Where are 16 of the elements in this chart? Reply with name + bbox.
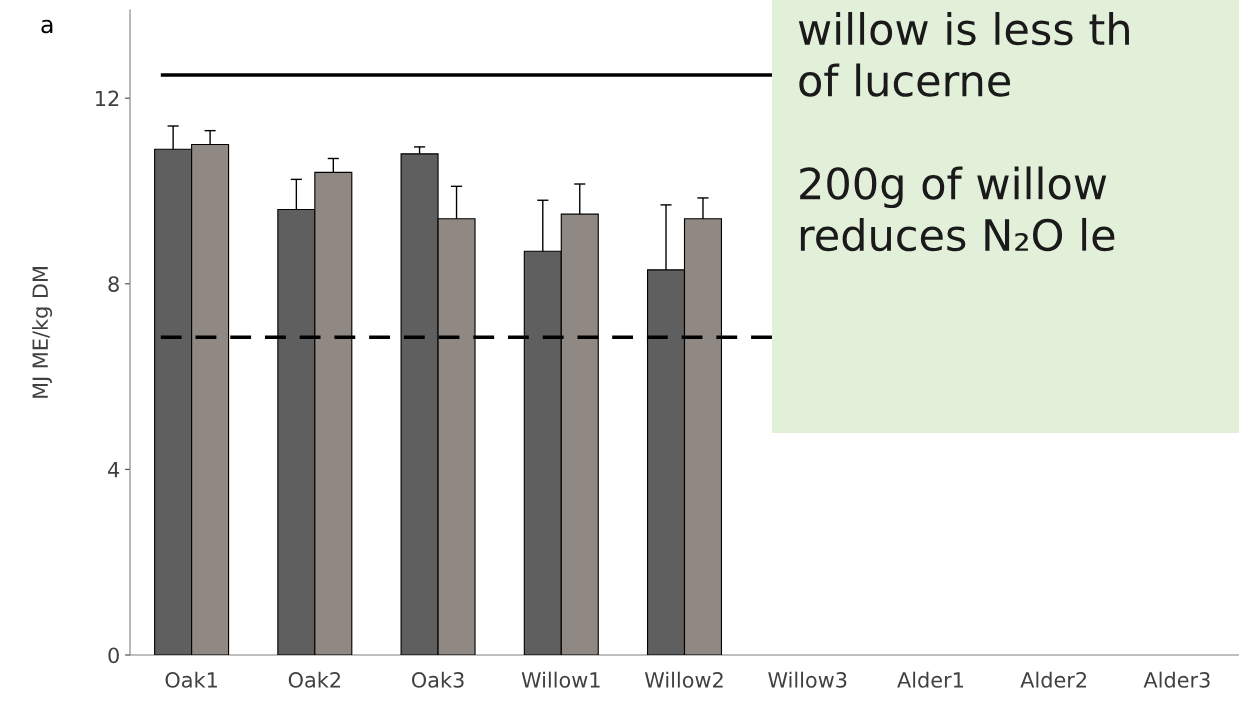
x-tick-label: Alder1 [897, 671, 963, 688]
x-tick-label: Alder3 [1143, 671, 1210, 688]
y-tick-label: 4 [108, 462, 120, 478]
x-tick-label: Willow3 [768, 671, 847, 688]
y-tick-label: 8 [108, 276, 119, 292]
x-tick-label: Oak3 [411, 671, 464, 688]
text: willow is less th of lucerne 200g of willow reduces N₂O le [798, 12, 1129, 252]
x-tick-label: Willow1 [521, 671, 600, 688]
y-axis-title: MJ ME/kg DM [31, 267, 53, 398]
y-tick-label: 12 [96, 90, 119, 107]
x-tick-label: Willow2 [644, 671, 723, 688]
y-tick-label: 0 [108, 647, 119, 664]
x-tick-label: Oak1 [165, 671, 217, 688]
x-tick-label: Oak2 [288, 671, 340, 688]
text: a [41, 19, 53, 34]
x-tick-label: Alder2 [1020, 671, 1087, 688]
